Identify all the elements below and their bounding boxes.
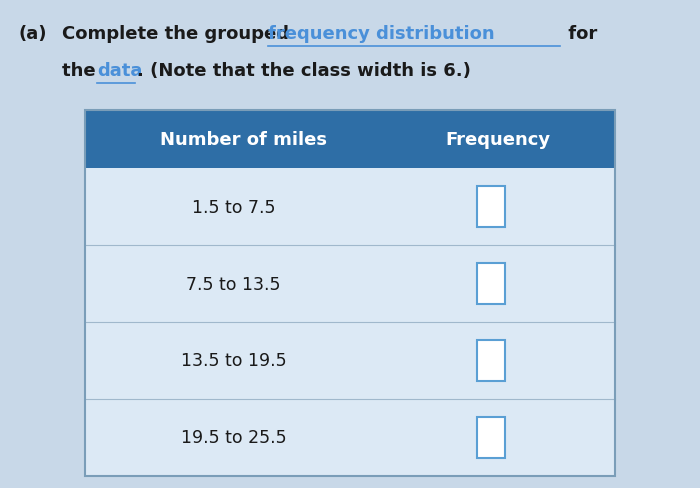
Text: the: the bbox=[62, 62, 102, 80]
Text: 13.5 to 19.5: 13.5 to 19.5 bbox=[181, 352, 286, 370]
Text: for: for bbox=[562, 25, 597, 43]
Text: Complete the grouped: Complete the grouped bbox=[62, 25, 295, 43]
Text: 19.5 to 25.5: 19.5 to 25.5 bbox=[181, 428, 286, 447]
Bar bbox=[477, 341, 505, 381]
Text: frequency distribution: frequency distribution bbox=[268, 25, 495, 43]
Bar bbox=[477, 187, 505, 227]
Bar bbox=[477, 418, 505, 458]
Text: Frequency: Frequency bbox=[446, 131, 551, 149]
Bar bbox=[85, 111, 615, 476]
Text: 1.5 to 7.5: 1.5 to 7.5 bbox=[192, 198, 275, 216]
Text: 7.5 to 13.5: 7.5 to 13.5 bbox=[186, 275, 281, 293]
Text: (a): (a) bbox=[18, 25, 46, 43]
Bar bbox=[85, 169, 615, 476]
Text: . (Note that the class width is 6.): . (Note that the class width is 6.) bbox=[137, 62, 471, 80]
Text: data: data bbox=[97, 62, 142, 80]
Bar bbox=[477, 264, 505, 304]
Bar bbox=[85, 111, 615, 169]
Text: Number of miles: Number of miles bbox=[160, 131, 328, 149]
